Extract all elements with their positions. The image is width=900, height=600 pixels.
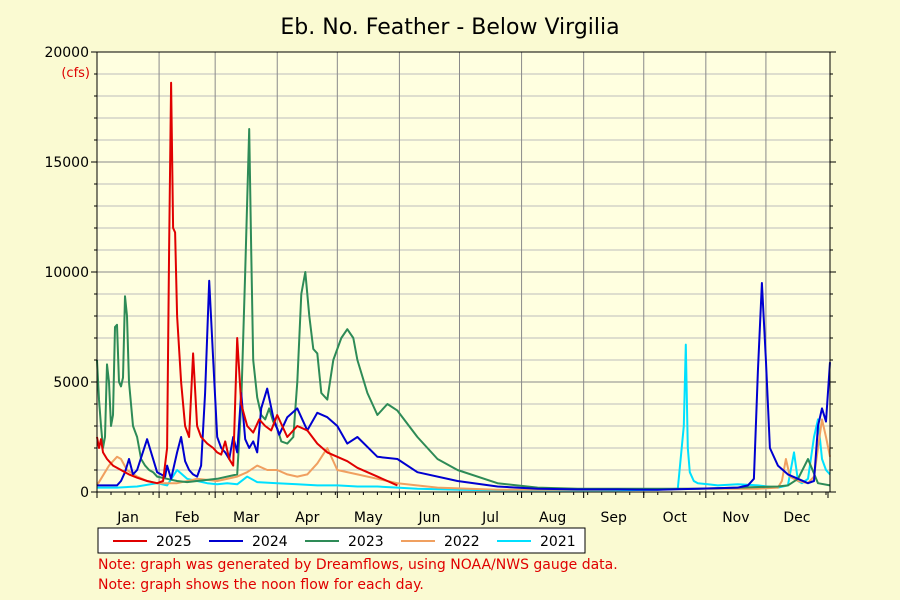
y-tick-label: 20000 — [44, 45, 89, 61]
y-axis: 0 5000 10000 15000 20000 — [44, 45, 836, 501]
legend-label-2021: 2021 — [540, 534, 576, 550]
x-tick-label: Sep — [601, 510, 628, 526]
y-tick-label: 5000 — [53, 375, 89, 391]
x-tick-label: Jan — [116, 510, 139, 526]
source-note: Note: graph was generated by Dreamflows,… — [98, 557, 618, 573]
x-tick-label: Nov — [722, 510, 749, 526]
x-tick-label: Feb — [175, 510, 200, 526]
x-tick-label: Dec — [783, 510, 810, 526]
y-tick-label: 15000 — [44, 155, 89, 171]
legend-label-2022: 2022 — [444, 534, 480, 550]
series-layer — [96, 81, 831, 492]
chart-title: Eb. No. Feather - Below Virgilia — [280, 15, 619, 40]
x-tick-label: Apr — [295, 510, 319, 526]
y-tick-label: 0 — [80, 485, 89, 501]
grid — [97, 52, 830, 492]
x-tick-label: Oct — [663, 510, 688, 526]
x-axis: Jan Feb Mar Apr May Jun Jul Aug Sep Oct Nov Dec — [96, 492, 829, 526]
legend: 2025 2024 2023 2022 2021 — [113, 534, 576, 550]
legend-label-2023: 2023 — [348, 534, 384, 550]
legend-label-2025: 2025 — [156, 534, 192, 550]
series-line-2023 — [96, 128, 831, 490]
x-tick-label: Jun — [418, 510, 441, 526]
x-tick-label: Mar — [233, 510, 260, 526]
x-tick-label: Aug — [539, 510, 566, 526]
method-note: Note: graph shows the noon flow for each… — [98, 577, 424, 593]
y-tick-label: 10000 — [44, 265, 89, 281]
series-line-2025 — [96, 81, 398, 487]
series-line-2022 — [96, 418, 831, 491]
y-unit-label: (cfs) — [61, 66, 90, 81]
series-line-2024 — [97, 279, 831, 491]
x-tick-label: Jul — [481, 510, 499, 526]
x-tick-label: May — [354, 510, 383, 526]
legend-label-2024: 2024 — [252, 534, 288, 550]
